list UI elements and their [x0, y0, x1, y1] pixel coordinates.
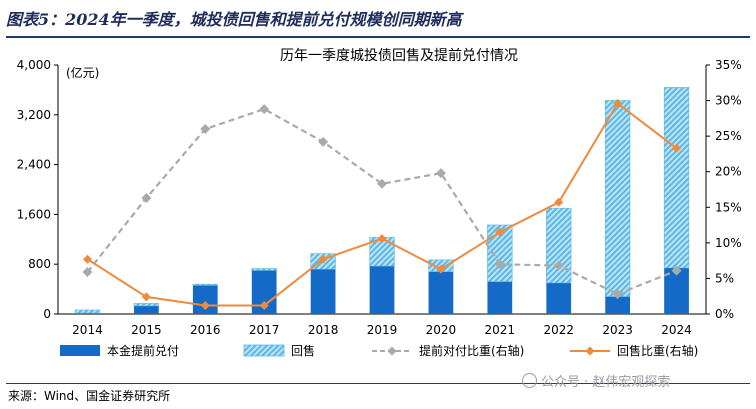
x-tick-label: 2018	[308, 323, 339, 337]
bar-principal	[546, 282, 572, 314]
figure-title: 图表5：2024年一季度，城投债回售和提前兑付规模创同期新高	[6, 10, 462, 29]
x-tick-label: 2016	[190, 323, 221, 337]
point-early-ratio	[259, 104, 270, 115]
point-putback-ratio	[377, 234, 387, 244]
point-early-ratio	[494, 259, 505, 270]
point-putback-ratio	[200, 300, 210, 310]
legend-marker	[387, 346, 397, 356]
plot-area: 0 800 1,600 2,400 3,200 4,000 0% 5% 10% 15% 20% 25%…	[17, 58, 742, 337]
bar-principal	[133, 305, 159, 314]
point-early-ratio	[553, 260, 564, 271]
source-rule	[6, 383, 750, 384]
point-early-ratio	[435, 168, 446, 179]
x-tick-label: 2017	[249, 323, 280, 337]
y-axis-unit: (亿元)	[66, 65, 99, 80]
title-rule	[6, 36, 750, 38]
x-tick-label: 2020	[426, 323, 457, 337]
y-tick-label-right: 20%	[715, 165, 742, 179]
bar-principal	[605, 296, 631, 314]
bar-putback	[74, 309, 101, 314]
y-tick-label-left: 800	[28, 257, 51, 271]
point-early-ratio	[82, 267, 93, 278]
point-early-ratio	[318, 136, 329, 147]
legend-label: 回售比重(右轴)	[617, 343, 698, 358]
bar-putback	[192, 283, 218, 286]
bar-principal	[75, 313, 100, 314]
point-putback-ratio	[613, 98, 623, 108]
watermark-text: 公众号 · 赵伟宏观探索	[541, 375, 671, 390]
point-putback-ratio	[141, 292, 151, 302]
legend: 本金提前兑付 回售 提前对付比重(右轴) 回售比重(右轴)	[60, 343, 698, 358]
x-tick-label: 2024	[661, 323, 692, 337]
legend-label: 回售	[291, 343, 315, 358]
bar-putback	[251, 268, 277, 271]
legend-label: 提前对付比重(右轴)	[419, 343, 524, 358]
y-tick-label-right: 35%	[715, 58, 742, 72]
y-tick-label-right: 15%	[715, 200, 742, 214]
chart-title: 历年一季度城投债回售及提前兑付情况	[280, 47, 518, 64]
x-tick-label: 2022	[543, 323, 574, 337]
bar-putback	[133, 303, 160, 307]
wechat-icon	[522, 373, 537, 388]
x-tick-label: 2019	[367, 323, 398, 337]
x-tick-label: 2015	[131, 323, 162, 337]
y-tick-label-left: 2,400	[17, 158, 51, 172]
point-putback-ratio	[436, 264, 446, 274]
point-early-ratio	[200, 124, 211, 135]
watermark: 公众号 · 赵伟宏观探索	[522, 371, 670, 390]
point-putback-ratio	[259, 300, 269, 310]
y-tick-label-right: 30%	[715, 94, 742, 108]
y-tick-label-right: 5%	[715, 271, 734, 285]
point-early-ratio	[671, 265, 682, 276]
bar-principal	[487, 281, 513, 314]
point-putback-ratio	[318, 254, 328, 264]
point-early-ratio	[377, 178, 387, 189]
bar-principal	[428, 271, 454, 314]
point-early-ratio	[612, 289, 623, 300]
x-tick-label: 2023	[602, 323, 633, 337]
bar-principal	[369, 266, 395, 314]
y-tick-label-left: 3,200	[17, 108, 51, 122]
y-tick-label-right: 25%	[715, 129, 742, 143]
y-tick-label-left: 0	[43, 307, 51, 321]
x-tick-label: 2021	[485, 323, 516, 337]
x-tick-label: 2014	[72, 323, 103, 337]
bar-putback	[663, 87, 690, 269]
bar-putback	[546, 207, 572, 284]
legend-swatch	[60, 345, 100, 356]
bar-principal	[664, 267, 689, 314]
bar-putback	[604, 100, 631, 297]
legend-marker	[585, 346, 595, 356]
line-early-ratio	[86, 107, 677, 296]
legend-label: 本金提前兑付	[107, 343, 179, 358]
y-tick-label-left: 1,600	[17, 207, 51, 221]
point-putback-ratio	[495, 227, 505, 237]
source-note: 来源：Wind、国金证券研究所	[8, 389, 171, 403]
legend-swatch	[243, 344, 285, 357]
y-tick-label-left: 4,000	[17, 58, 51, 72]
point-early-ratio	[141, 193, 152, 204]
point-putback-ratio	[672, 143, 682, 153]
bar-principal	[310, 269, 336, 314]
y-tick-label-right: 10%	[715, 236, 742, 250]
point-putback-ratio	[82, 254, 92, 264]
point-putback-ratio	[554, 197, 564, 207]
y-tick-label-right: 0%	[715, 307, 734, 321]
